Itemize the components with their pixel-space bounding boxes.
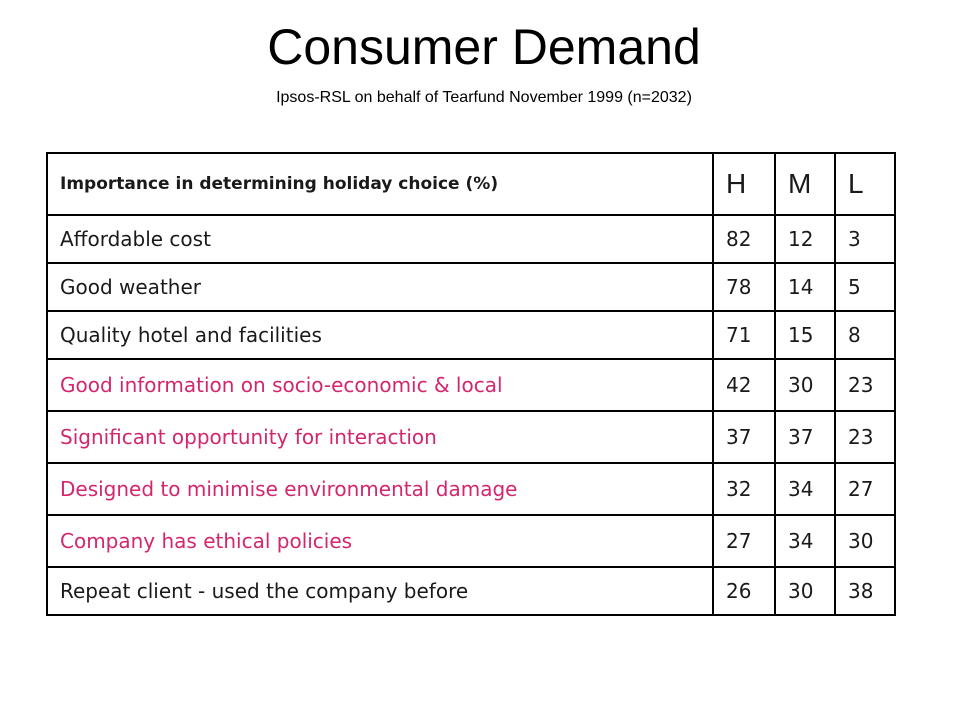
row-l-value: 30: [834, 514, 896, 568]
row-label: Good weather: [46, 262, 714, 312]
row-m-value: 12: [774, 214, 836, 264]
row-h-value: 27: [712, 514, 776, 568]
table-row: Significant opportunity for interaction …: [46, 410, 896, 464]
row-h-value: 26: [712, 566, 776, 616]
table-row: Affordable cost 82 12 3: [46, 214, 896, 264]
row-l-value: 27: [834, 462, 896, 516]
row-l-value: 38: [834, 566, 896, 616]
row-m-value: 34: [774, 514, 836, 568]
row-h-value: 37: [712, 410, 776, 464]
row-l-value: 23: [834, 410, 896, 464]
row-m-value: 14: [774, 262, 836, 312]
table-row: Quality hotel and facilities 71 15 8: [46, 310, 896, 360]
table-header-row: Importance in determining holiday choice…: [46, 152, 896, 216]
row-l-value: 8: [834, 310, 896, 360]
row-l-value: 23: [834, 358, 896, 412]
row-m-value: 30: [774, 358, 836, 412]
table-row: Company has ethical policies 27 34 30: [46, 514, 896, 568]
row-label: Repeat client - used the company before: [46, 566, 714, 616]
row-h-value: 42: [712, 358, 776, 412]
row-m-value: 15: [774, 310, 836, 360]
row-m-value: 34: [774, 462, 836, 516]
row-l-value: 5: [834, 262, 896, 312]
table-row: Repeat client - used the company before …: [46, 566, 896, 616]
row-label: Good information on socio-economic & loc…: [46, 358, 714, 412]
table-row: Designed to minimise environmental damag…: [46, 462, 896, 516]
table-row: Good information on socio-economic & loc…: [46, 358, 896, 412]
row-l-value: 3: [834, 214, 896, 264]
header-m: M: [774, 152, 836, 216]
row-h-value: 32: [712, 462, 776, 516]
header-label: Importance in determining holiday choice…: [46, 152, 714, 216]
row-label: Affordable cost: [46, 214, 714, 264]
row-h-value: 71: [712, 310, 776, 360]
row-h-value: 78: [712, 262, 776, 312]
row-label: Company has ethical policies: [46, 514, 714, 568]
row-label: Designed to minimise environmental damag…: [46, 462, 714, 516]
row-m-value: 37: [774, 410, 836, 464]
row-label: Significant opportunity for interaction: [46, 410, 714, 464]
row-m-value: 30: [774, 566, 836, 616]
row-h-value: 82: [712, 214, 776, 264]
row-label: Quality hotel and facilities: [46, 310, 714, 360]
table-row: Good weather 78 14 5: [46, 262, 896, 312]
header-h: H: [712, 152, 776, 216]
header-l: L: [834, 152, 896, 216]
holiday-choice-table: Importance in determining holiday choice…: [46, 152, 896, 616]
slide-subtitle: Ipsos-RSL on behalf of Tearfund November…: [276, 89, 692, 106]
slide-title: Consumer Demand: [267, 19, 701, 75]
